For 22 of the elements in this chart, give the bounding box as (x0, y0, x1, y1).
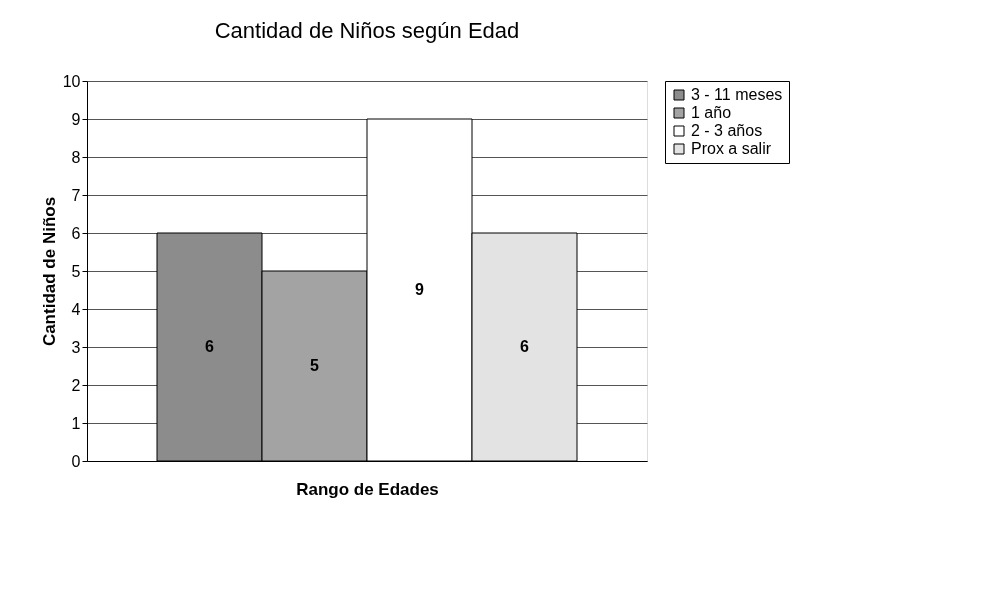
y-tick-label: 2 (71, 376, 81, 394)
chart-title: Cantidad de Niños según Edad (214, 18, 520, 43)
y-tick-label: 5 (71, 262, 81, 280)
legend-label: 3 - 11 meses (691, 86, 783, 103)
data-label: 9 (415, 281, 425, 298)
legend-label: Prox a salir (691, 140, 772, 157)
legend-label: 2 - 3 años (691, 122, 763, 139)
legend-label: 1 año (691, 104, 732, 121)
y-tick-label: 4 (71, 300, 81, 318)
x-axis-title: Rango de Edades (296, 479, 439, 499)
y-tick-label: 9 (71, 110, 81, 128)
y-axis-title: Cantidad de Niños (39, 196, 59, 347)
y-tick-label: 1 (71, 414, 81, 432)
y-tick-label: 10 (62, 72, 81, 90)
y-tick-label: 8 (71, 148, 81, 166)
y-tick-label: 3 (71, 338, 81, 356)
data-label: 6 (205, 338, 215, 355)
data-label: 5 (310, 357, 320, 374)
y-tick-label: 7 (71, 186, 81, 204)
y-tick-label: 0 (71, 452, 81, 470)
y-tick-label: 6 (71, 224, 81, 242)
data-label: 6 (520, 338, 530, 355)
